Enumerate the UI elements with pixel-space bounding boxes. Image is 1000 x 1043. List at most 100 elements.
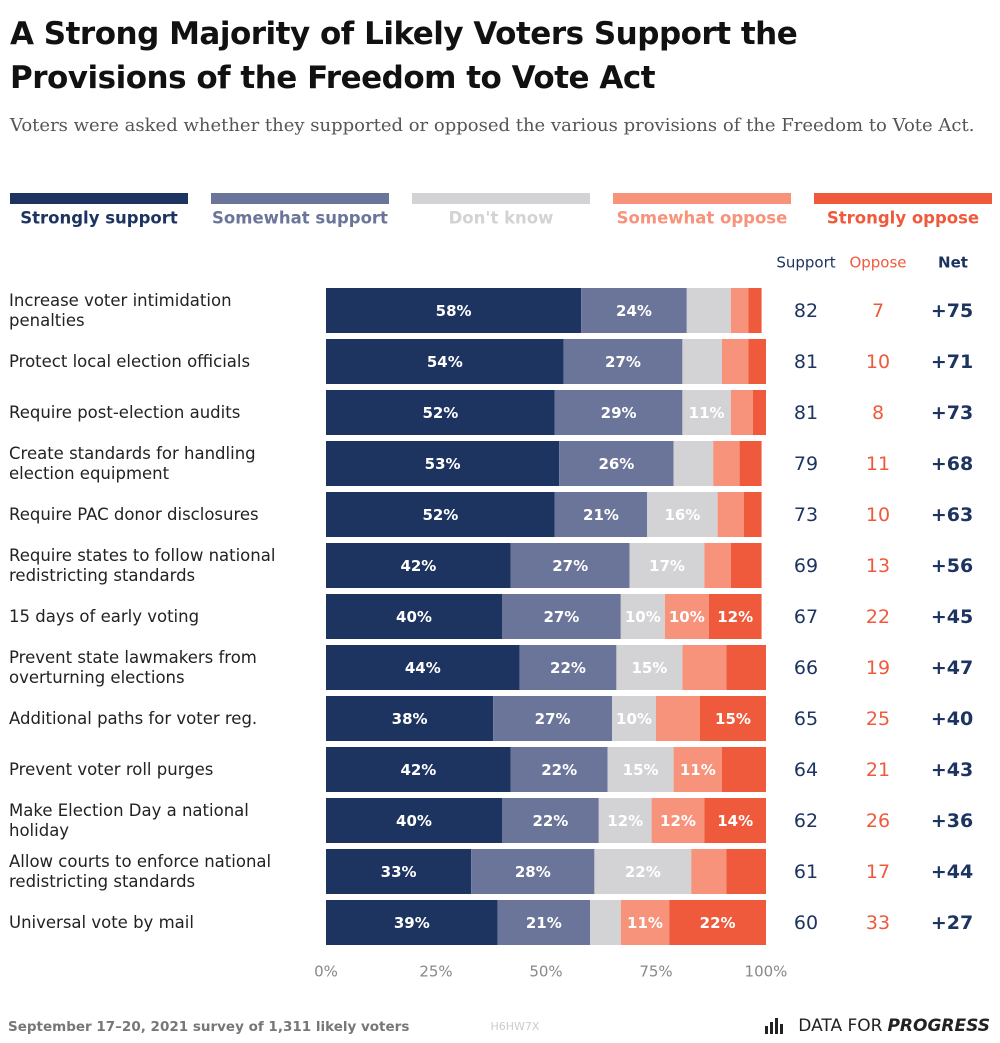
legend-swatch [613, 193, 791, 204]
oppose-value: 26 [866, 810, 890, 832]
bar-segment [326, 543, 511, 588]
bar-value-label: 12% [607, 812, 643, 830]
bar-segment [700, 696, 766, 741]
legend-swatch [814, 193, 992, 204]
support-value: 66 [794, 657, 818, 679]
legend-label: Somewhat oppose [617, 209, 788, 228]
legend-swatch [211, 193, 389, 204]
logo-text: DATA FOR PROGRESS [798, 1016, 990, 1036]
bar-value-label: 52% [422, 404, 458, 422]
category-label: Universal vote by mail [9, 913, 194, 932]
bar-segment [722, 339, 749, 384]
bar-value-label: 39% [394, 914, 430, 932]
bar-value-label: 12% [660, 812, 696, 830]
category-label: Prevent state lawmakers from overturning… [9, 648, 257, 687]
category-label: Make Election Day a national holiday [9, 801, 249, 840]
category-label: Require states to follow national redist… [9, 546, 276, 585]
legend-swatch [412, 193, 590, 204]
footer-note: September 17–20, 2021 survey of 1,311 li… [8, 1019, 409, 1035]
bar-value-label: 14% [717, 812, 753, 830]
oppose-value: 7 [872, 300, 884, 322]
bar-segment [502, 798, 599, 843]
bar-segment [519, 645, 617, 690]
bar-segment [607, 747, 674, 792]
bar-value-label: 29% [601, 404, 637, 422]
bar-segment [471, 849, 595, 894]
bar-segment [748, 339, 766, 384]
bar-value-label: 11% [680, 761, 716, 779]
bar-segment [598, 798, 652, 843]
logo-icon [770, 1022, 773, 1034]
oppose-value: 25 [866, 708, 890, 730]
chart-title: A Strong Majority of Likely Voters Suppo… [10, 16, 798, 96]
bar-value-label: 42% [400, 761, 436, 779]
oppose-value: 11 [866, 453, 890, 475]
x-tick-label: 25% [419, 963, 452, 981]
bar-value-label: 22% [550, 659, 586, 677]
bar-segment [563, 339, 683, 384]
bar-value-label: 26% [598, 455, 634, 473]
bar-segment [744, 492, 762, 537]
legend-swatch [10, 193, 188, 204]
bar-segment [748, 288, 762, 333]
bar-value-label: 27% [543, 608, 579, 626]
support-value: 69 [794, 555, 818, 577]
bar-segment [730, 390, 753, 435]
bar-segment [682, 390, 731, 435]
bar-value-label: 12% [717, 608, 753, 626]
bar-segment [664, 594, 709, 639]
net-value: +73 [931, 402, 973, 424]
bar-value-label: 11% [627, 914, 663, 932]
footer-code: H6HW7X [491, 1020, 540, 1033]
bar-value-label: 17% [649, 557, 685, 575]
category-label: Additional paths for voter reg. [9, 709, 258, 728]
support-value: 67 [794, 606, 818, 628]
bar-value-label: 27% [552, 557, 588, 575]
bar-segment [497, 900, 590, 945]
bar-segment [704, 543, 731, 588]
net-value: +71 [931, 351, 973, 373]
bar-value-label: 38% [392, 710, 428, 728]
bar-segment [326, 798, 502, 843]
bar-segment [581, 288, 687, 333]
legend-label: Somewhat support [212, 209, 388, 228]
support-value: 81 [794, 351, 818, 373]
bar-value-label: 15% [715, 710, 751, 728]
oppose-value: 21 [866, 759, 890, 781]
bar-value-label: 22% [625, 863, 661, 881]
bar-value-label: 27% [605, 353, 641, 371]
bar-segment [326, 645, 520, 690]
bar-segment [594, 849, 692, 894]
category-label: Increase voter intimidation penalties [9, 291, 232, 330]
bar-segment [722, 747, 766, 792]
bar-segment [717, 492, 744, 537]
bar-segment [726, 849, 766, 894]
category-label: Require post-election audits [9, 403, 241, 422]
oppose-value: 19 [866, 657, 890, 679]
bar-segment [708, 594, 762, 639]
bar-value-label: 22% [532, 812, 568, 830]
bar-value-label: 44% [405, 659, 441, 677]
bar-segment [620, 594, 665, 639]
bar-segment [691, 849, 727, 894]
bar-segment [726, 645, 766, 690]
bar-segment [612, 696, 656, 741]
bar-segment [326, 594, 502, 639]
bar-segment [510, 543, 630, 588]
bar-segment [326, 390, 555, 435]
x-tick-label: 100% [745, 963, 788, 981]
legend-label: Strongly support [20, 209, 178, 228]
net-value: +63 [931, 504, 973, 526]
bar-segment [326, 288, 582, 333]
bar-value-label: 42% [400, 557, 436, 575]
bar-segment [559, 441, 674, 486]
logo: DATA FOR PROGRESS [765, 1016, 990, 1036]
bar-segment [682, 645, 727, 690]
net-value: +56 [931, 555, 973, 577]
support-value: 81 [794, 402, 818, 424]
support-value: 65 [794, 708, 818, 730]
bar-value-label: 33% [381, 863, 417, 881]
bar-value-label: 53% [425, 455, 461, 473]
bar-segment [739, 441, 762, 486]
net-value: +45 [931, 606, 973, 628]
